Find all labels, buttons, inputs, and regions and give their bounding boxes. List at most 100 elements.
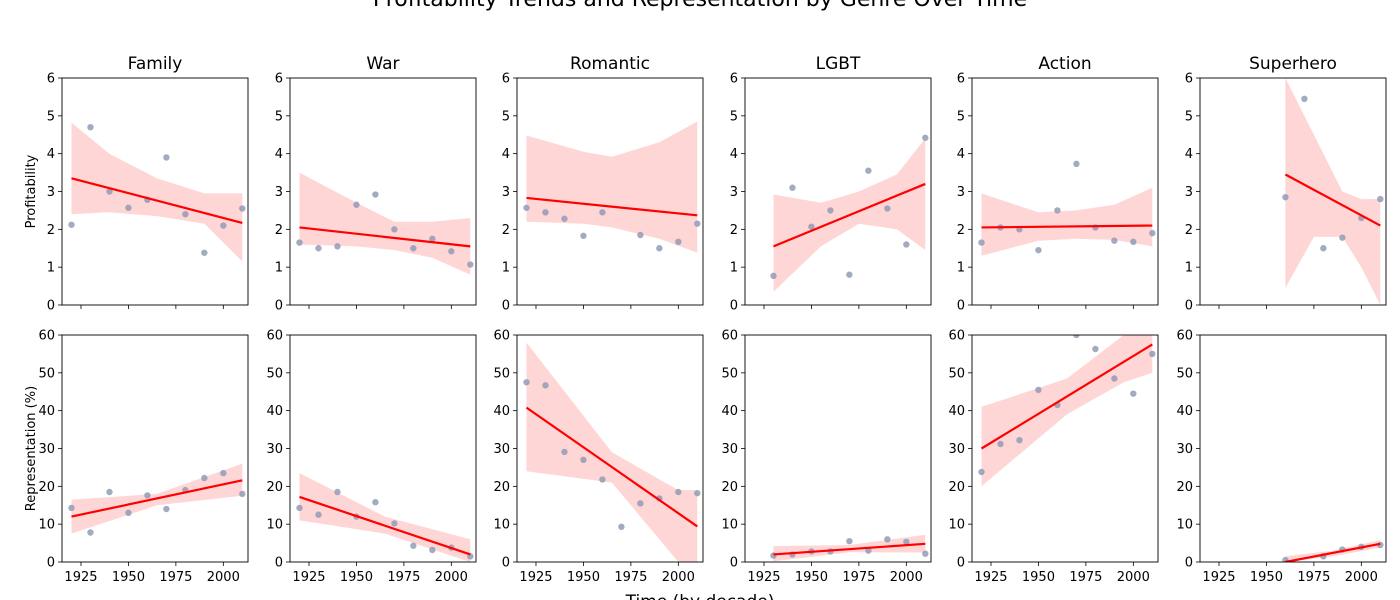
y-tick-label: 60 [493,329,510,344]
data-point [315,511,322,518]
y-tick-label: 0 [275,299,283,314]
data-point [922,134,929,141]
panel-superhero-representation: 0 10 20 30 40 50 60 1925 1950 1975 2000 [1176,329,1387,585]
regression-line [1284,173,1381,227]
data-point [144,492,151,499]
plot-area [770,134,929,292]
y-tick-label: 4 [47,147,55,162]
data-point [1092,345,1099,353]
data-point [220,222,227,229]
x-tick-label: 1975 [842,570,875,585]
data-point [618,523,625,531]
y-tick-label: 4 [730,147,738,162]
confidence-band [526,342,698,562]
plot-area [770,534,929,562]
panel-title: Superhero [1249,54,1337,74]
y-tick-label: 2 [1185,223,1193,238]
data-point [1035,386,1042,394]
data-point [561,448,568,456]
y-tick-label: 1 [47,261,55,276]
x-tick-label: 1925 [519,570,552,585]
data-point [542,382,549,389]
panel-war-representation: 0 10 20 30 40 50 60 1925 1950 1975 2000 [266,329,477,585]
data-point [429,546,436,554]
y-tick-label: 2 [502,223,510,238]
figure-title: Profitability Trends and Representation … [373,0,1027,12]
y-tick-label: 20 [38,480,55,495]
y-tick-label: 5 [957,109,965,124]
plot-area [978,160,1156,256]
data-point [580,456,587,464]
confidence-band [299,473,471,562]
data-point [467,261,474,268]
data-point [68,221,75,228]
panel-romantic-representation: 0 10 20 30 40 50 60 1925 1950 1975 2000 [493,329,704,585]
panel-romantic-profitability: 0 1 2 3 4 5 6 Romantic [502,54,704,314]
data-point [410,245,417,252]
x-tick-label: 2000 [662,570,695,585]
y-tick-label: 2 [957,223,965,238]
axes-frame [971,77,1159,306]
x-tick-label: 1950 [1250,570,1283,585]
data-point [353,201,360,208]
data-point [296,504,303,512]
data-point [68,504,75,512]
data-point [391,226,398,233]
axes-frame [61,334,249,563]
data-point [239,205,246,212]
data-point [599,209,606,216]
data-point [846,271,853,278]
y-axis-label: Profitability [24,154,39,228]
data-point [694,489,701,497]
regression-line [525,406,698,528]
y-tick-label: 10 [1176,518,1193,533]
regression-line [299,495,471,556]
data-point [903,538,910,546]
regression-line [299,226,471,248]
y-tick-label: 50 [1176,366,1193,381]
y-tick-label: 1 [502,261,510,276]
y-tick-label: 1 [1185,261,1193,276]
y-tick-label: 0 [730,299,738,314]
panel-superhero-profitability: 0 1 2 3 4 5 6 Superhero [1185,54,1387,314]
x-tick-label: 2000 [435,570,468,585]
y-tick-label: 60 [948,329,965,344]
data-point [1339,234,1346,241]
x-tick-label: 1925 [292,570,325,585]
data-point [1320,245,1327,252]
x-tick-label: 1950 [795,570,828,585]
data-point [334,488,341,496]
data-point [1301,95,1308,103]
panel-action-representation: 0 10 20 30 40 50 60 1925 1950 1975 2000 [948,329,1159,585]
panel-action-profitability: 0 1 2 3 4 5 6 Action [957,54,1159,314]
y-tick-label: 4 [957,147,965,162]
panel-family-profitability: 0 1 2 3 4 5 6 Family Profitability [24,54,249,314]
data-point [372,191,379,198]
data-point [922,550,929,557]
data-point [410,542,417,549]
x-tick-label: 2000 [1345,570,1378,585]
confidence-band [71,122,243,262]
data-point [1130,238,1137,246]
x-tick-label: 1950 [340,570,373,585]
data-point [220,469,227,477]
y-tick-label: 3 [957,185,965,200]
y-tick-label: 60 [266,329,283,344]
y-tick-label: 60 [721,329,738,344]
regression-line [773,542,926,556]
data-point [391,520,398,527]
data-point [675,238,682,246]
data-point [827,207,834,214]
confidence-band [299,172,471,275]
data-point [87,123,94,131]
data-point [372,499,379,506]
x-tick-label: 1975 [614,570,647,585]
data-point [1111,375,1118,382]
plot-area [523,121,701,253]
y-tick-label: 3 [1185,185,1193,200]
y-tick-label: 60 [38,329,55,344]
axes-frame [744,334,932,563]
plot-area [1282,78,1384,305]
data-point [675,488,682,496]
